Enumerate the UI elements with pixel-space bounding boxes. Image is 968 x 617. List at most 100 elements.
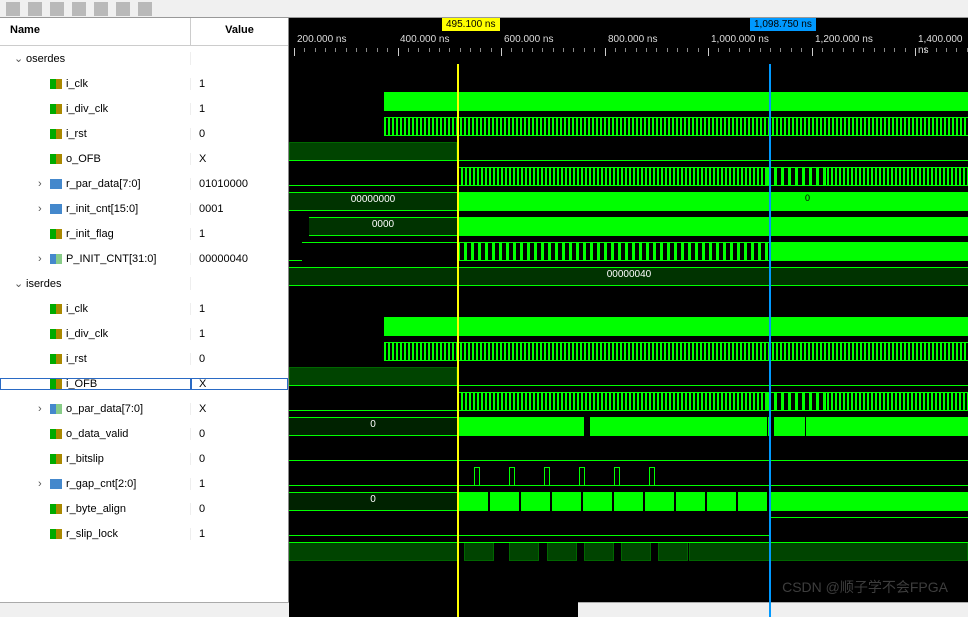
signal-row[interactable]: ⌄oserdes [0,46,288,71]
signal-name-cell[interactable]: o_OFB [0,153,191,165]
signal-tree[interactable]: ⌄oserdesi_clk1i_div_clk1i_rst0o_OFBX›r_p… [0,46,288,617]
signal-row[interactable]: i_OFBX [0,371,288,396]
signal-value-cell[interactable]: 01010000 [191,178,288,190]
signal-row[interactable]: i_rst0 [0,346,288,371]
wave-row[interactable] [289,439,968,464]
signal-value-cell[interactable]: 0 [191,428,288,440]
signal-value-cell[interactable]: 1 [191,528,288,540]
signal-value-cell[interactable]: 00000040 [191,253,288,265]
wave-row[interactable] [289,539,968,564]
signal-name-cell[interactable]: r_slip_lock [0,528,191,540]
wave-row[interactable]: 0 [289,414,968,439]
signal-value-cell[interactable]: 1 [191,78,288,90]
expand-icon[interactable]: › [38,178,50,190]
signal-row[interactable]: ›r_init_cnt[15:0]0001 [0,196,288,221]
value-column-header[interactable]: Value [191,18,288,45]
wave-h-scrollbar[interactable] [578,602,968,617]
wave-row[interactable]: 0 [289,489,968,514]
tool-icon[interactable] [138,2,152,16]
wave-row[interactable] [289,364,968,389]
signal-row[interactable]: i_div_clk1 [0,321,288,346]
wave-row[interactable]: 0000 [289,214,968,239]
signal-name-cell[interactable]: i_clk [0,303,191,315]
signal-value-cell[interactable]: 0 [191,353,288,365]
signal-name-cell[interactable]: r_byte_align [0,503,191,515]
signal-value-cell[interactable]: X [191,403,288,415]
wave-row[interactable]: 00000040 [289,264,968,289]
expand-icon[interactable]: › [38,403,50,415]
signal-name-cell[interactable]: i_div_clk [0,328,191,340]
signal-value-cell[interactable]: 1 [191,103,288,115]
signal-name-cell[interactable]: r_bitslip [0,453,191,465]
tool-icon[interactable] [116,2,130,16]
signal-value-cell[interactable]: 0 [191,453,288,465]
expand-icon[interactable]: › [38,253,50,265]
signal-row[interactable]: i_clk1 [0,71,288,96]
wave-row[interactable] [289,114,968,139]
tool-icon[interactable] [50,2,64,16]
tree-h-scrollbar[interactable] [0,602,289,617]
signal-name-cell[interactable]: ›o_par_data[7:0] [0,403,191,415]
signal-row[interactable]: r_init_flag1 [0,221,288,246]
wave-row[interactable] [289,389,968,414]
tool-icon[interactable] [28,2,42,16]
signal-value-cell[interactable]: X [191,378,288,390]
signal-row[interactable]: i_div_clk1 [0,96,288,121]
signal-value-cell[interactable]: 1 [191,228,288,240]
primary-cursor-line[interactable] [457,64,459,617]
signal-name-cell[interactable]: ›r_par_data[7:0] [0,178,191,190]
signal-name-cell[interactable]: ›r_gap_cnt[2:0] [0,478,191,490]
signal-name-cell[interactable]: r_init_flag [0,228,191,240]
signal-name-cell[interactable]: i_OFB [0,378,191,390]
signal-value-cell[interactable]: 1 [191,478,288,490]
expand-icon[interactable]: › [38,478,50,490]
signal-name-cell[interactable]: ›P_INIT_CNT[31:0] [0,253,191,265]
signal-row[interactable]: r_byte_align0 [0,496,288,521]
primary-cursor-label[interactable]: 495.100 ns [442,18,500,31]
wave-area[interactable]: 0000000000000 00000040 0 0 [289,64,968,617]
wave-row[interactable]: 000000000 [289,189,968,214]
wave-row[interactable] [289,314,968,339]
signal-value-cell[interactable]: 1 [191,303,288,315]
expand-icon[interactable]: ⌄ [14,52,26,65]
name-column-header[interactable]: Name [0,18,191,45]
signal-row[interactable]: o_data_valid0 [0,421,288,446]
expand-icon[interactable]: › [38,203,50,215]
wave-row[interactable] [289,239,968,264]
signal-row[interactable]: ›o_par_data[7:0]X [0,396,288,421]
signal-name-cell[interactable]: o_data_valid [0,428,191,440]
tool-icon[interactable] [72,2,86,16]
signal-name-cell[interactable]: i_clk [0,78,191,90]
tool-icon[interactable] [94,2,108,16]
signal-row[interactable]: ›r_gap_cnt[2:0]1 [0,471,288,496]
secondary-cursor-line[interactable] [769,64,771,617]
signal-value-cell[interactable]: 0 [191,503,288,515]
signal-row[interactable]: ⌄iserdes [0,271,288,296]
signal-value-cell[interactable]: 0 [191,128,288,140]
signal-row[interactable]: i_clk1 [0,296,288,321]
signal-value-cell[interactable]: X [191,153,288,165]
wave-row[interactable] [289,464,968,489]
wave-row[interactable] [289,339,968,364]
signal-name-cell[interactable]: i_rst [0,128,191,140]
signal-name-cell[interactable]: ⌄oserdes [0,52,191,65]
signal-value-cell[interactable]: 1 [191,328,288,340]
expand-icon[interactable]: ⌄ [14,277,26,290]
signal-name-cell[interactable]: ›r_init_cnt[15:0] [0,203,191,215]
tool-icon[interactable] [6,2,20,16]
wave-row[interactable] [289,514,968,539]
secondary-cursor-label[interactable]: 1,098.750 ns [750,18,816,31]
signal-name-cell[interactable]: i_div_clk [0,103,191,115]
wave-row[interactable] [289,164,968,189]
waveform-panel[interactable]: 495.100 ns 1,098.750 ns 200.000 ns400.00… [289,18,968,617]
wave-row[interactable] [289,139,968,164]
signal-row[interactable]: ›r_par_data[7:0]01010000 [0,171,288,196]
signal-row[interactable]: r_bitslip0 [0,446,288,471]
signal-row[interactable]: o_OFBX [0,146,288,171]
signal-row[interactable]: ›P_INIT_CNT[31:0]00000040 [0,246,288,271]
signal-name-cell[interactable]: i_rst [0,353,191,365]
signal-row[interactable]: i_rst0 [0,121,288,146]
signal-value-cell[interactable]: 0001 [191,203,288,215]
wave-row[interactable] [289,89,968,114]
signal-row[interactable]: r_slip_lock1 [0,521,288,546]
